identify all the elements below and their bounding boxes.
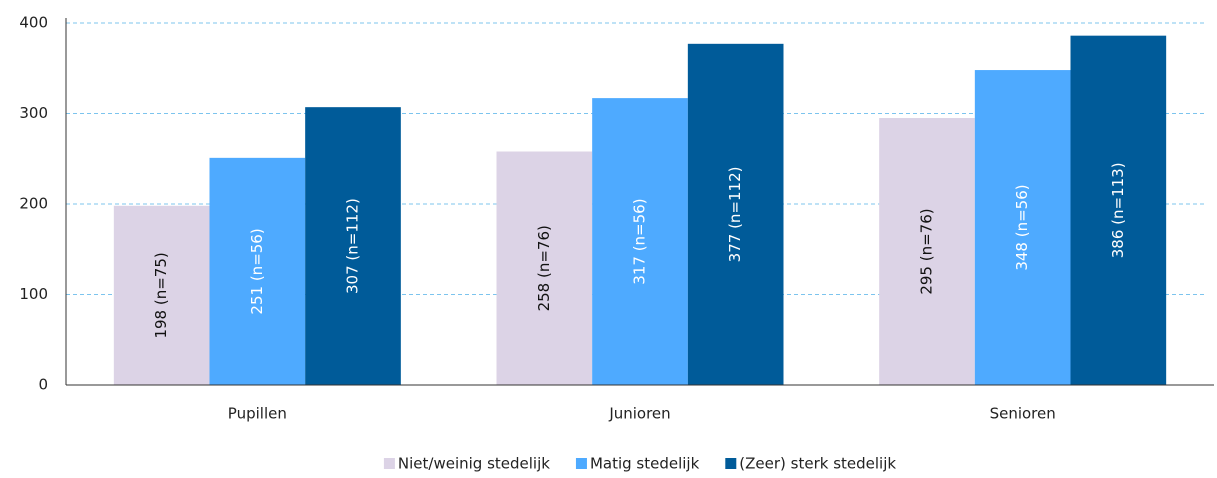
data-label: 198 (n=75)	[152, 252, 170, 338]
bar	[113, 205, 210, 385]
y-tick-label: 200	[19, 195, 48, 213]
bar	[1070, 35, 1167, 386]
data-label: 377 (n=112)	[726, 167, 744, 263]
x-tick-label: Pupillen	[228, 405, 287, 423]
legend-swatch	[725, 458, 737, 469]
data-label: 295 (n=76)	[918, 208, 936, 294]
y-tick-label: 100	[19, 285, 48, 303]
legend-label: (Zeer) sterk stedelijk	[739, 455, 896, 473]
legend-label: Matig stedelijk	[590, 455, 700, 473]
data-label: 317 (n=56)	[631, 198, 649, 284]
x-tick-label: Senioren	[990, 405, 1056, 423]
y-tick-label: 400	[19, 14, 48, 32]
bar	[974, 70, 1071, 385]
bar	[687, 43, 784, 385]
data-label: 348 (n=56)	[1013, 184, 1031, 270]
data-label: 251 (n=56)	[248, 228, 266, 314]
data-label: 386 (n=113)	[1109, 162, 1127, 258]
x-tick-label: Junioren	[608, 405, 670, 423]
y-tick-label: 300	[19, 104, 48, 122]
bar	[305, 107, 401, 385]
bar	[496, 151, 593, 385]
bar	[879, 118, 975, 386]
bar	[592, 98, 688, 386]
legend-swatch	[575, 458, 587, 469]
legend-label: Niet/weinig stedelijk	[398, 455, 550, 473]
data-label: 258 (n=76)	[535, 225, 553, 311]
legend-swatch	[383, 458, 395, 469]
bar	[209, 157, 306, 385]
data-label: 307 (n=112)	[344, 198, 362, 294]
y-tick-label: 0	[38, 376, 48, 394]
